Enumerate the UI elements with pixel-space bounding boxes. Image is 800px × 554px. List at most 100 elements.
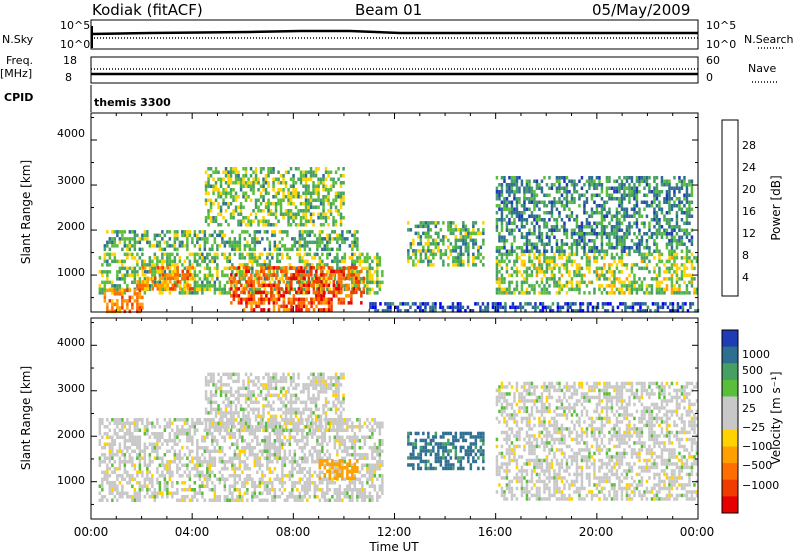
data-cell <box>239 202 243 206</box>
data-cell <box>211 481 214 485</box>
data-cell <box>241 435 244 439</box>
data-cell <box>334 195 338 199</box>
data-cell <box>618 256 621 260</box>
data-cell <box>335 290 338 295</box>
data-cell <box>262 181 265 185</box>
data-cell <box>495 193 499 197</box>
data-cell <box>301 230 304 234</box>
data-cell <box>469 238 473 243</box>
data-cell <box>103 432 107 436</box>
data-cell <box>515 190 519 194</box>
data-cell <box>568 218 571 222</box>
data-cell <box>548 193 551 197</box>
data-cell <box>259 167 263 171</box>
data-cell <box>665 183 669 187</box>
data-cell <box>585 225 589 229</box>
power-tick-marks <box>90 113 699 312</box>
data-cell <box>566 305 570 310</box>
data-cell <box>128 299 132 303</box>
data-cell <box>330 290 333 295</box>
data-cell <box>168 463 172 467</box>
data-cell <box>639 305 642 310</box>
data-cell <box>245 280 248 284</box>
data-cell <box>143 477 147 481</box>
data-cell <box>226 240 229 245</box>
data-cell <box>628 284 631 288</box>
data-cell <box>573 239 576 243</box>
data-cell <box>347 301 351 305</box>
data-cell <box>106 463 109 467</box>
data-cell <box>207 177 210 181</box>
data-cell <box>233 470 237 474</box>
data-cell <box>113 418 117 422</box>
data-cell <box>534 302 537 306</box>
data-cell <box>675 280 679 285</box>
data-cell <box>670 280 674 285</box>
data-cell <box>272 167 275 171</box>
data-cell <box>204 184 208 188</box>
data-cell <box>176 456 179 460</box>
data-cell <box>588 270 591 274</box>
data-cell <box>648 270 651 274</box>
data-cell <box>256 230 259 234</box>
data-cell <box>161 283 164 288</box>
data-cell <box>184 276 187 281</box>
data-cell <box>191 266 194 270</box>
data-cell <box>409 242 413 246</box>
data-cell <box>610 252 614 257</box>
data-cell <box>126 446 129 450</box>
data-cell <box>505 214 509 218</box>
data-cell <box>515 197 519 201</box>
data-cell <box>158 446 162 450</box>
data-cell <box>412 238 415 243</box>
data-cell <box>262 184 265 188</box>
data-cell <box>579 302 582 306</box>
data-cell <box>136 425 139 429</box>
data-cell <box>580 186 584 190</box>
data-cell <box>239 219 243 223</box>
data-cell <box>332 283 336 288</box>
data-cell <box>113 428 117 432</box>
data-cell <box>620 280 624 285</box>
data-cell <box>131 498 134 502</box>
data-cell <box>133 495 137 499</box>
data-cell <box>654 302 657 306</box>
data-cell <box>128 421 132 425</box>
data-cell <box>563 284 566 288</box>
data-cell <box>131 421 134 425</box>
data-cell <box>414 309 417 313</box>
data-cell <box>201 446 204 450</box>
data-cell <box>439 249 443 253</box>
data-cell <box>362 280 366 284</box>
power-cb-tick: 8 <box>742 249 749 262</box>
data-cell <box>545 263 549 267</box>
data-cell <box>128 273 132 278</box>
data-cell <box>186 432 189 436</box>
data-cell <box>133 488 137 492</box>
data-cell <box>515 252 519 257</box>
data-cell <box>126 421 129 425</box>
data-cell <box>168 263 172 267</box>
data-cell <box>171 421 174 425</box>
data-cell <box>525 197 529 201</box>
data-cell <box>334 198 338 202</box>
data-cell <box>683 228 686 232</box>
data-cell <box>138 306 142 310</box>
data-cell <box>337 212 340 216</box>
data-cell <box>191 418 194 422</box>
data-cell <box>678 242 681 246</box>
data-cell <box>186 435 189 439</box>
data-cell <box>133 435 137 439</box>
data-cell <box>247 195 250 199</box>
data-cell <box>317 294 321 298</box>
data-cell <box>188 259 192 264</box>
data-cell <box>252 184 255 188</box>
data-cell <box>103 287 107 292</box>
data-cell <box>212 202 215 206</box>
data-cell <box>128 240 132 245</box>
data-cell <box>186 463 189 467</box>
data-cell <box>668 211 671 215</box>
data-cell <box>141 418 144 422</box>
data-cell <box>496 305 500 310</box>
data-cell <box>523 242 526 246</box>
